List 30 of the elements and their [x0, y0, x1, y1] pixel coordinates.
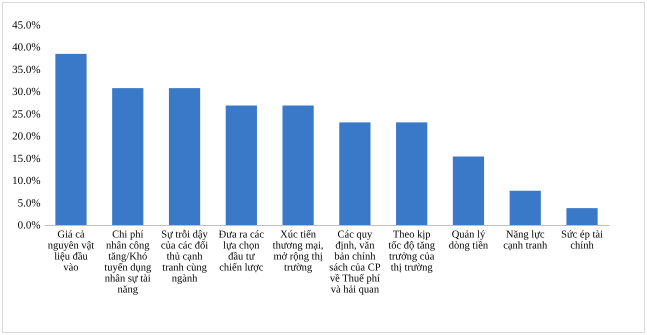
- bar: [452, 156, 484, 225]
- x-tick-label: Sự trỗi dậy của các đối thủ cạnh tranh cùng ngành: [160, 230, 209, 284]
- y-tick-label: 5.0%: [18, 197, 40, 210]
- x-tick-label: Theo kịp tốc độ tăng trưởng của thị trường: [388, 230, 436, 274]
- bar: [566, 208, 598, 225]
- y-tick-label: 30.0%: [12, 86, 40, 98]
- x-tick-label: Quản lý dòng tiền: [448, 230, 489, 252]
- y-tick-label: 45.0%: [12, 20, 40, 32]
- y-tick-label: 40.0%: [12, 42, 40, 54]
- bar: [112, 88, 144, 225]
- bar: [168, 88, 200, 225]
- x-tick-label: Năng lực cạnh tranh: [503, 230, 548, 252]
- x-tick-label: Đưa ra các lựa chọn đầu tư chiến lược: [218, 230, 264, 274]
- y-tick-label: 35.0%: [12, 64, 40, 76]
- bar: [282, 105, 314, 225]
- y-tick-label: 15.0%: [12, 152, 40, 165]
- bar: [339, 122, 371, 225]
- x-tick-label: Giá cả nguyên vật liệu đầu vào: [48, 230, 94, 274]
- y-tick-label: 20.0%: [12, 130, 40, 143]
- y-tick-label: 0.0%: [18, 220, 40, 232]
- x-tick-label: Sức ép tài chính: [561, 230, 604, 252]
- y-tick-label: 25.0%: [12, 108, 40, 120]
- y-tick-label: 10.0%: [12, 175, 40, 188]
- x-tick-label: Chi phí nhân công tăng/Khó tuyển dụng nhân sự tài năng: [104, 230, 152, 296]
- bar: [396, 122, 428, 225]
- x-tick-label: Xúc tiến thương mại, mở rộng thị trường: [272, 230, 324, 274]
- bar: [510, 190, 541, 225]
- bar: [226, 105, 257, 225]
- x-tick-label: Các quy định, văn bản chính sách của CP về Thuế phí và hải quan: [329, 230, 381, 296]
- bar: [55, 54, 87, 225]
